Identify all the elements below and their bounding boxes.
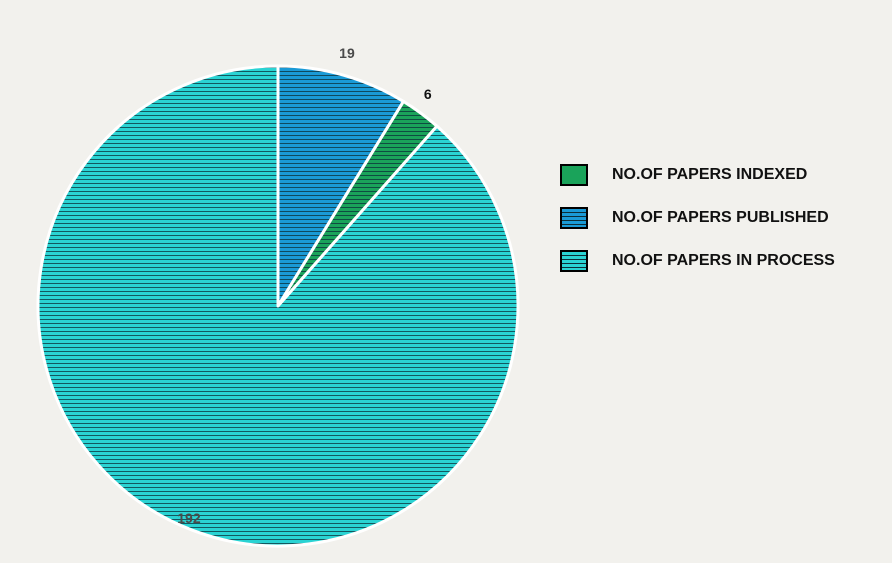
data-label-in-process: 192 (177, 510, 201, 527)
legend: NO.OF PAPERS INDEXED NO.OF PAPERS PUBLIS… (560, 164, 835, 293)
legend-swatch-indexed (560, 164, 588, 186)
legend-item-published: NO.OF PAPERS PUBLISHED (560, 207, 835, 250)
data-label-published: 19 (339, 44, 355, 61)
pie-slice-in-process (36, 64, 520, 548)
legend-item-indexed: NO.OF PAPERS INDEXED (560, 164, 835, 207)
data-label-indexed: 6 (423, 86, 432, 103)
legend-swatch-published (560, 207, 588, 229)
legend-item-in-process: NO.OF PAPERS IN PROCESS (560, 250, 835, 293)
legend-label-in-process: NO.OF PAPERS IN PROCESS (612, 252, 835, 269)
pie-slice-published (276, 64, 405, 308)
legend-label-published: NO.OF PAPERS PUBLISHED (612, 209, 829, 226)
legend-swatch-in-process (560, 250, 588, 272)
legend-label-indexed: NO.OF PAPERS INDEXED (612, 166, 808, 183)
